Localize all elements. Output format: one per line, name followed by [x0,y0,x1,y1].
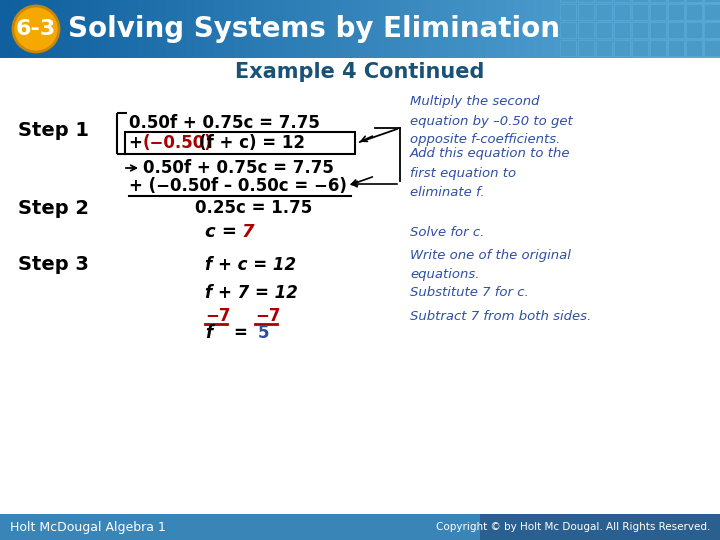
Text: f + c = 12: f + c = 12 [205,256,296,274]
Bar [686,40,702,56]
Text: Solving Systems by Elimination: Solving Systems by Elimination [68,15,560,43]
Text: 6-3: 6-3 [16,19,56,39]
Bar [614,4,630,20]
Bar [704,4,720,20]
Bar [632,40,648,56]
Bar [668,4,684,20]
Text: Add this equation to the
first equation to
eliminate f.: Add this equation to the first equation … [410,147,570,199]
Bar [650,40,666,56]
Bar [650,0,666,2]
Text: + (−0.50f – 0.50c = −6): + (−0.50f – 0.50c = −6) [129,177,347,195]
Bar [704,22,720,38]
Text: Example 4 Continued: Example 4 Continued [235,62,485,82]
Text: 0.50f + 0.75c = 7.75: 0.50f + 0.75c = 7.75 [143,159,334,177]
Text: −7: −7 [255,307,281,325]
Bar [632,0,648,2]
Bar [596,4,612,20]
Bar [596,0,612,2]
Bar [650,22,666,38]
Bar [596,22,612,38]
Bar [480,514,720,540]
Text: f: f [205,324,212,342]
Text: 5: 5 [258,324,269,342]
Text: Step 2: Step 2 [18,199,89,218]
Text: (f + c) = 12: (f + c) = 12 [199,134,305,152]
Bar [668,22,684,38]
Text: −7: −7 [205,307,230,325]
Text: +: + [129,134,148,152]
Bar [560,22,576,38]
Text: Solve for c.: Solve for c. [410,226,485,239]
Text: Multiply the second
equation by –0.50 to get
opposite f-coefficients.: Multiply the second equation by –0.50 to… [410,96,572,146]
Text: Holt McDougal Algebra 1: Holt McDougal Algebra 1 [10,521,166,534]
Text: Step 1: Step 1 [18,120,89,139]
Bar [614,40,630,56]
Text: Write one of the original
equations.: Write one of the original equations. [410,249,571,281]
Bar [560,0,576,2]
Bar [668,40,684,56]
Bar [686,4,702,20]
Bar [614,0,630,2]
Bar [650,4,666,20]
Text: (−0.50): (−0.50) [143,134,212,152]
Bar [704,40,720,56]
Text: 7: 7 [242,223,254,241]
Text: f + 7 = 12: f + 7 = 12 [205,284,298,302]
Bar [578,40,594,56]
Bar [560,40,576,56]
Text: 0.25c = 1.75: 0.25c = 1.75 [195,199,312,217]
Text: Substitute 7 for c.: Substitute 7 for c. [410,287,528,300]
Bar [704,0,720,2]
Bar [686,22,702,38]
Bar [596,40,612,56]
Bar [632,22,648,38]
Bar [668,0,684,2]
Text: 0.50f + 0.75c = 7.75: 0.50f + 0.75c = 7.75 [129,114,320,132]
Bar [578,22,594,38]
Bar [0,514,720,540]
Text: Step 3: Step 3 [18,255,89,274]
Bar [686,0,702,2]
Text: =: = [233,324,247,342]
Ellipse shape [13,6,59,52]
Bar [560,4,576,20]
Bar [632,4,648,20]
Text: c =: c = [205,223,243,241]
Bar [614,22,630,38]
Text: Subtract 7 from both sides.: Subtract 7 from both sides. [410,309,591,322]
Text: Copyright © by Holt Mc Dougal. All Rights Reserved.: Copyright © by Holt Mc Dougal. All Right… [436,522,710,532]
Bar [578,0,594,2]
Bar [578,4,594,20]
